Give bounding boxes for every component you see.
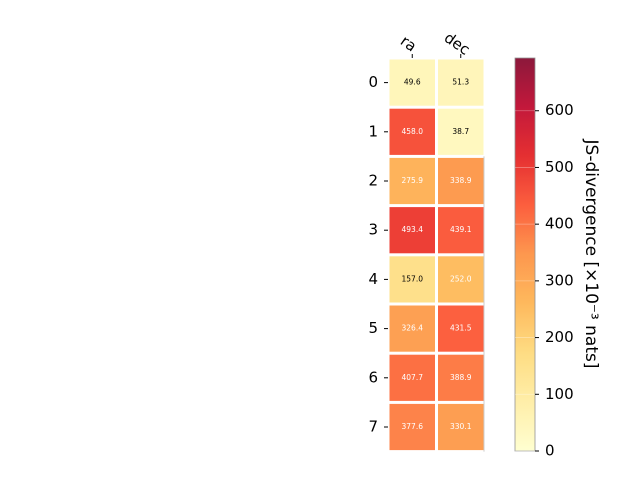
heatmap-cell (389, 59, 435, 106)
heatmap-cell (438, 256, 484, 303)
colorbar-tick-label: 500 (545, 158, 574, 176)
cell-value-label: 51.3 (452, 78, 469, 87)
heatmap-cell (389, 157, 435, 205)
x-tick-label: dec (441, 28, 473, 58)
cell-value-label: 439.1 (450, 225, 472, 234)
cell-value-label: 338.9 (450, 176, 472, 185)
cell-value-label: 407.7 (402, 373, 424, 382)
colorbar-tick-label: 200 (545, 328, 574, 346)
cell-value-label: 377.6 (402, 422, 424, 431)
cell-value-label: 326.4 (402, 324, 424, 333)
cell-value-label: 458.0 (402, 127, 424, 136)
colorbar-gradient (514, 57, 536, 452)
x-tick-label: ra (397, 32, 420, 56)
cell-value-label: 388.9 (450, 373, 472, 382)
y-tick-label: 1 (368, 122, 378, 140)
y-tick-label: 4 (368, 270, 378, 288)
heatmap-cell (438, 59, 484, 106)
cell-value-label: 252.0 (450, 274, 472, 283)
colorbar: 0 100 200 300 400 500 600 JS-divergence [×10⁻³… (514, 57, 601, 460)
heatmap-cell (389, 256, 435, 303)
heatmap-cell (438, 207, 484, 254)
cell-value-label: 38.7 (452, 127, 469, 136)
y-tick-label: 6 (368, 368, 378, 386)
y-tick-label: 3 (368, 221, 378, 239)
colorbar-tick-label: 600 (545, 101, 574, 119)
cell-value-label: 431.5 (450, 324, 472, 333)
colorbar-tick-label: 400 (545, 215, 574, 233)
heatmap-cell (438, 305, 484, 352)
heatmap-cell (389, 354, 435, 401)
heatmap-cell (438, 157, 484, 205)
colorbar-tick-label: 100 (545, 385, 574, 403)
colorbar-ticks: 0 100 200 300 400 500 600 (515, 101, 574, 460)
y-tick-labels: 0 1 2 3 4 5 6 7 (368, 73, 388, 436)
heatmap-cell (389, 305, 435, 352)
colorbar-tick-label: 0 (545, 442, 555, 460)
heatmap-cell (438, 108, 484, 155)
cell-value-label: 330.1 (450, 422, 472, 431)
heatmap-cell (438, 403, 484, 451)
heatmap-cell (389, 403, 435, 451)
heatmap-cell (438, 354, 484, 401)
colorbar-tick-label: 300 (545, 271, 574, 289)
cell-value-label: 49.6 (404, 78, 421, 87)
cell-value-label: 493.4 (402, 225, 424, 234)
y-tick-label: 5 (368, 319, 378, 337)
x-tick-labels: ra dec (397, 28, 473, 58)
heatmap-cell (389, 108, 435, 155)
heatmap-cell (389, 207, 435, 254)
y-tick-label: 0 (368, 73, 378, 91)
heatmap-cells: 49.6 51.3 458.0 38.7 275.9 338.9 493.4 439.1 157… (389, 59, 485, 452)
cell-value-label: 275.9 (402, 176, 424, 185)
y-tick-label: 2 (368, 172, 378, 190)
y-tick-label: 7 (368, 418, 378, 436)
colorbar-label: JS-divergence [×10⁻³ nats] (581, 139, 601, 369)
cell-value-label: 157.0 (402, 274, 424, 283)
